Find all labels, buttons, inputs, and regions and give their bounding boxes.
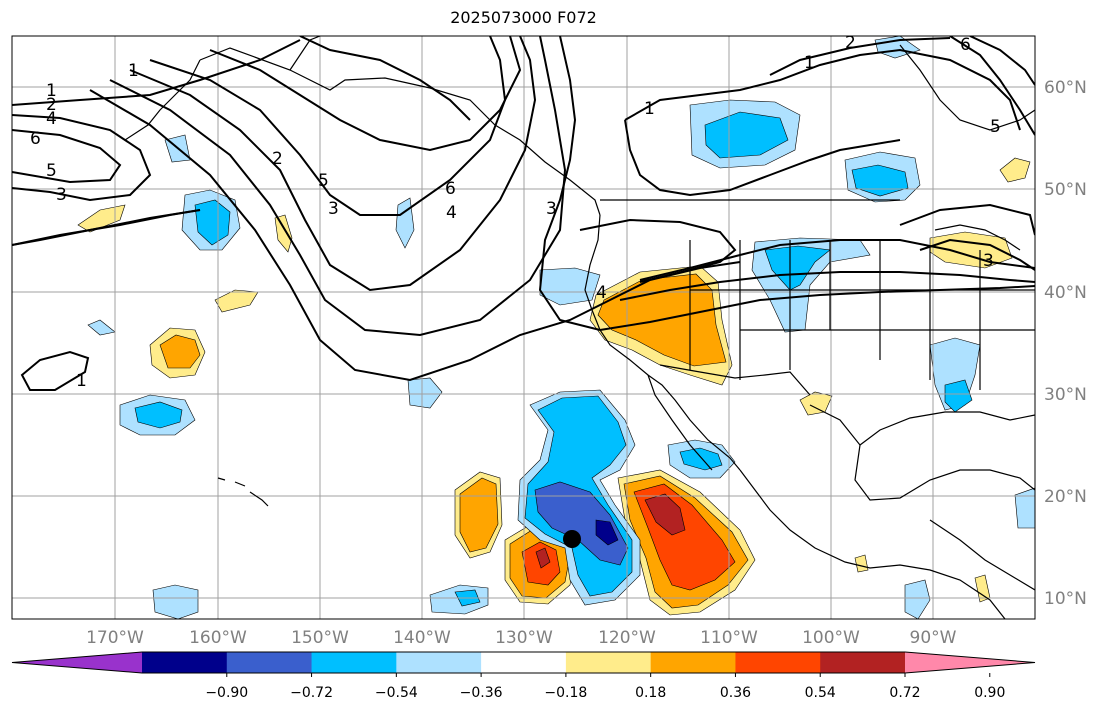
lat-label: 30°N [1044,385,1087,405]
colorbar-tick-label: 0.90 [974,685,1005,701]
lon-label: 130°W [495,628,553,648]
contour-label: 1 [804,53,815,73]
contour-label: 1 [128,61,139,81]
colorbar-extend-low [12,652,142,673]
lon-label: 170°W [86,628,144,648]
longitude-labels: 170°W 160°W 150°W 140°W 130°W 120°W 110°… [86,628,957,648]
lon-label: 150°W [291,628,349,648]
contour-label: 2 [272,149,283,169]
colorbar-segment [481,652,567,673]
colorbar-tick-label: 0.54 [805,685,836,701]
colorbar-tick-label: 0.72 [889,685,920,701]
lon-label: 120°W [598,628,656,648]
colorbar-segment [226,652,313,673]
colorbar-outline [11,651,1036,674]
lon-label: 100°W [802,628,860,648]
latitude-labels: 10°N 20°N 30°N 40°N 50°N 60°N [1044,78,1087,609]
colorbar-tick-label: −0.18 [544,685,587,701]
contour-label: 6 [445,179,456,199]
map-title: 2025073000 F072 [450,8,597,27]
colorbar-segment [735,652,821,673]
height-contours [12,36,1035,391]
storm-center-marker [563,530,581,548]
contour-label: 6 [30,129,41,149]
lat-label: 10°N [1044,589,1087,609]
contour-label: 4 [46,109,57,129]
contour-label: 1 [644,99,655,119]
contour-label: 3 [546,199,557,219]
colorbar-tick-label: −0.36 [460,685,503,701]
contour-label: 5 [318,171,329,191]
lon-label: 140°W [393,628,451,648]
contour-label: 1 [76,371,87,391]
anomaly-shading [77,36,1035,619]
lon-label: 110°W [700,628,758,648]
contour-label: 3 [983,251,994,271]
colorbar: −0.90 −0.72 −0.54 −0.36 −0.18 0.18 0.36 0.54 0.7… [11,651,1036,701]
colorbar-segment [650,652,736,673]
contour-label: 3 [56,185,67,205]
contour-label: 2 [845,33,856,53]
colorbar-tick-label: −0.90 [205,685,248,701]
lon-label: 90°W [910,628,957,648]
lat-label: 50°N [1044,180,1087,200]
colorbar-extend-high [905,652,1035,673]
lat-label: 40°N [1044,283,1087,303]
colorbar-segment [311,652,397,673]
lat-label: 60°N [1044,78,1087,98]
contour-label: 1 [46,81,57,101]
colorbar-segment [565,652,652,673]
contour-labels: 1 2 4 6 5 3 1 2 5 3 6 4 3 1 1 2 6 5 4 3 … [30,33,1001,391]
contour-label: 2 [46,95,57,115]
colorbar-segment [396,652,482,673]
map-frame [11,35,1036,620]
contour-label: 4 [446,203,457,223]
lon-label: 160°W [189,628,247,648]
colorbar-segment [820,652,906,673]
contour-label: 4 [596,283,607,303]
contour-label: 6 [960,35,971,55]
contour-label: 3 [328,199,339,219]
colorbar-tick-label: 0.36 [720,685,751,701]
colorbar-tick-label: −0.54 [375,685,418,701]
lat-label: 20°N [1044,487,1087,507]
colorbar-tick-label: 0.18 [635,685,666,701]
contour-label: 5 [990,117,1001,137]
colorbar-segment [142,652,228,673]
colorbar-tick-label: −0.72 [290,685,333,701]
contour-label: 5 [46,161,57,181]
